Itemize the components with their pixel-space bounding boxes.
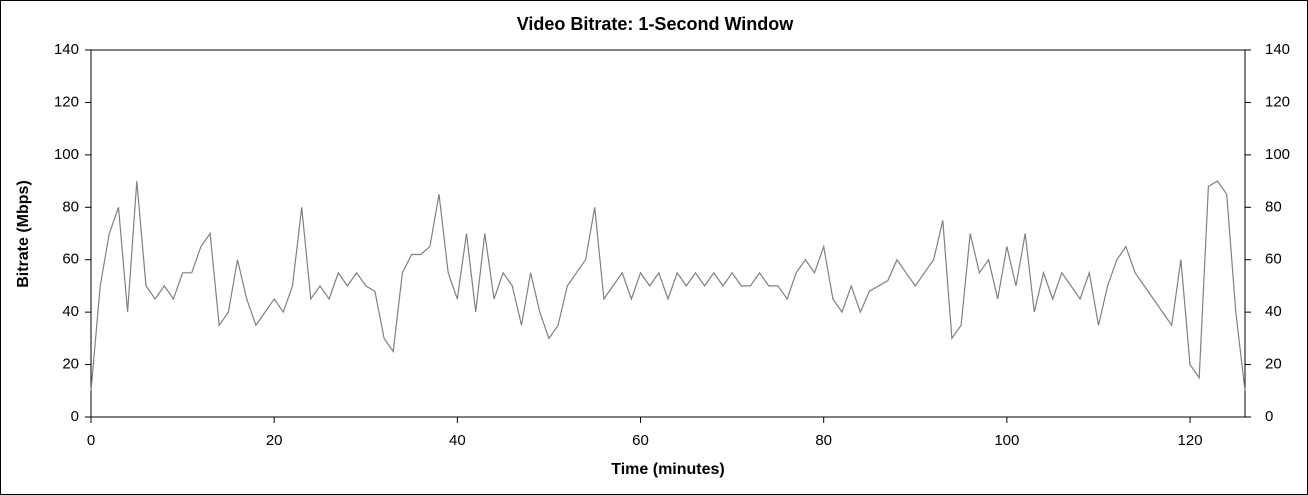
x-tick-label: 100 bbox=[994, 432, 1019, 449]
x-tick-label: 60 bbox=[632, 432, 649, 449]
y2-tick-label: 80 bbox=[1265, 198, 1282, 215]
y2-tick-label: 0 bbox=[1265, 408, 1273, 425]
y2-tick-label: 40 bbox=[1265, 303, 1282, 320]
y2-tick-label: 120 bbox=[1265, 93, 1290, 110]
y2-tick-label: 20 bbox=[1265, 356, 1282, 373]
y-axis-title: Bitrate (Mbps) bbox=[15, 180, 32, 288]
y-tick-label: 120 bbox=[54, 93, 79, 110]
x-tick-label: 0 bbox=[87, 432, 95, 449]
y2-tick-label: 100 bbox=[1265, 146, 1290, 163]
y-tick-label: 40 bbox=[62, 303, 79, 320]
data-line bbox=[90, 180, 1246, 391]
x-tick-label: 80 bbox=[815, 432, 832, 449]
y-tick-label: 60 bbox=[62, 251, 79, 268]
x-tick-label: 20 bbox=[266, 432, 283, 449]
x-tick-label: 40 bbox=[449, 432, 466, 449]
plot-area bbox=[90, 49, 1246, 418]
y-tick-label: 0 bbox=[71, 408, 79, 425]
y2-tick-label: 140 bbox=[1265, 41, 1290, 58]
y-tick-label: 100 bbox=[54, 146, 79, 163]
y-tick-label: 140 bbox=[54, 41, 79, 58]
x-axis-title: Time (minutes) bbox=[611, 461, 725, 478]
y-tick-label: 20 bbox=[62, 356, 79, 373]
chart-title: Video Bitrate: 1-Second Window bbox=[517, 14, 795, 34]
y-tick-label: 80 bbox=[62, 198, 79, 215]
y2-tick-label: 60 bbox=[1265, 251, 1282, 268]
x-tick-label: 120 bbox=[1178, 432, 1203, 449]
